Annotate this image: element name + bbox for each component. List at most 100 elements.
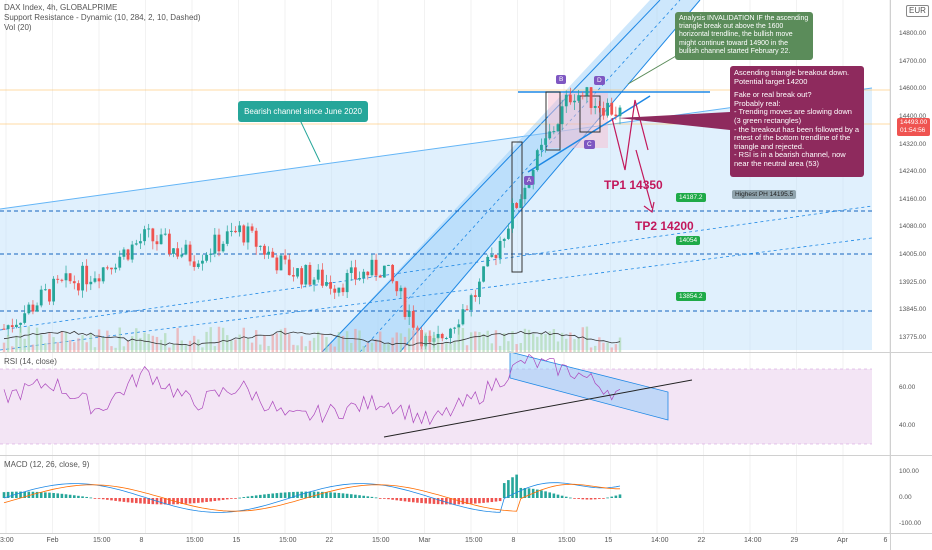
volume-bar <box>618 337 622 352</box>
candle-body <box>399 287 403 292</box>
volume-bar <box>35 327 39 352</box>
volume-bar <box>507 341 510 352</box>
volume-bar <box>577 338 580 352</box>
volume-bar <box>333 346 336 352</box>
volume-bar <box>288 334 291 352</box>
macd-bar <box>101 498 105 500</box>
volume-bar <box>271 334 274 352</box>
volume-bar <box>436 337 440 352</box>
volume-bar <box>478 332 481 352</box>
macd-bar <box>544 491 547 498</box>
macd-bar <box>569 497 572 499</box>
macd-bar <box>188 498 192 504</box>
bearish-channel-callout: Bearish channel since June 2020 <box>238 101 368 122</box>
volume-bar <box>511 331 514 352</box>
macd-bar <box>378 498 382 499</box>
paxis-label: 14080.00 <box>899 223 927 231</box>
macd-bar <box>201 498 204 503</box>
candle-body <box>473 295 477 297</box>
paxis-label: 13775.00 <box>899 334 927 341</box>
volume-bar <box>602 342 605 352</box>
macd-bar <box>39 492 43 498</box>
macd-bar <box>312 491 316 498</box>
macd-bar <box>118 498 122 502</box>
candle-body <box>337 287 341 293</box>
macd-bar <box>461 498 465 505</box>
volume-bar <box>143 332 146 352</box>
time-axis-label: 8 <box>511 537 516 544</box>
rising-dashed-2 <box>0 205 873 331</box>
candle-body <box>48 289 51 302</box>
macd-bar <box>230 498 233 499</box>
candle-body <box>345 273 349 293</box>
volume-bar <box>213 346 217 352</box>
rsi-channel <box>509 351 669 421</box>
macd-bar <box>110 498 113 501</box>
pointer-breakout <box>618 112 730 130</box>
volume-bar <box>2 342 6 352</box>
macd-bar <box>250 495 254 498</box>
volume-bar <box>482 333 485 352</box>
macd-bar <box>139 498 142 504</box>
macd-bar <box>263 494 266 498</box>
candle-body <box>403 287 407 317</box>
volume-bar <box>106 330 109 352</box>
level-tag-3: 13854.2 <box>676 292 706 301</box>
macd-bar <box>85 496 88 498</box>
candle-body <box>271 251 275 258</box>
macd-bar <box>292 491 295 498</box>
volume-bar <box>569 332 572 352</box>
rsi-pane-band <box>0 369 872 444</box>
macd-bar <box>242 497 246 498</box>
candle-body <box>254 230 258 247</box>
volume-bar <box>60 331 64 352</box>
candle-body <box>263 245 266 255</box>
raxis-label: 40.00 <box>899 422 916 429</box>
candle-body <box>118 256 122 268</box>
candle-body <box>56 278 60 280</box>
candle-body <box>68 273 72 282</box>
volume-bar <box>469 332 473 352</box>
macd-bar <box>192 498 196 504</box>
breakout-title: Ascending triangle breakout down. Potent… <box>734 68 850 86</box>
macd-bar <box>23 491 26 498</box>
candle-body <box>296 268 299 277</box>
volume-bar <box>503 333 506 352</box>
macd-bar <box>180 498 184 505</box>
candle-body <box>130 244 134 260</box>
macd-bar <box>428 498 432 504</box>
candle-body <box>283 255 287 260</box>
macd-bar <box>259 494 262 498</box>
candle-body <box>325 282 328 286</box>
macd-bar <box>610 496 614 498</box>
volume-bar <box>548 331 551 352</box>
currency-badge[interactable]: EUR <box>906 5 929 17</box>
macd-bar <box>304 491 308 498</box>
candle-body <box>101 267 105 282</box>
volume-bar <box>73 342 76 352</box>
candle-body <box>275 257 279 271</box>
volume-bar <box>48 333 51 352</box>
macd-bar <box>593 498 597 500</box>
volume-bar <box>552 329 556 352</box>
volume-label: Vol (20) <box>4 23 32 32</box>
time-axis-label: 3:00 <box>0 537 14 544</box>
candle-body <box>167 233 171 254</box>
volume-bar <box>527 329 531 352</box>
candle-body <box>267 251 270 255</box>
volume-bar <box>523 328 527 352</box>
volume-bar <box>544 333 547 352</box>
macd-bar <box>205 498 208 502</box>
macd-bar <box>411 498 415 503</box>
volume-bar <box>102 337 105 352</box>
volume-bar <box>490 343 494 352</box>
breakout-body: Fake or real break out? Probably real: -… <box>734 90 860 168</box>
volume-bar <box>77 338 80 352</box>
candle-body <box>258 245 262 247</box>
macd-bar <box>564 496 568 498</box>
candle-body <box>105 267 109 269</box>
volume-bar <box>209 327 212 352</box>
volume-bar <box>44 343 47 352</box>
volume-bar <box>556 341 560 352</box>
volume-bar <box>31 344 35 352</box>
